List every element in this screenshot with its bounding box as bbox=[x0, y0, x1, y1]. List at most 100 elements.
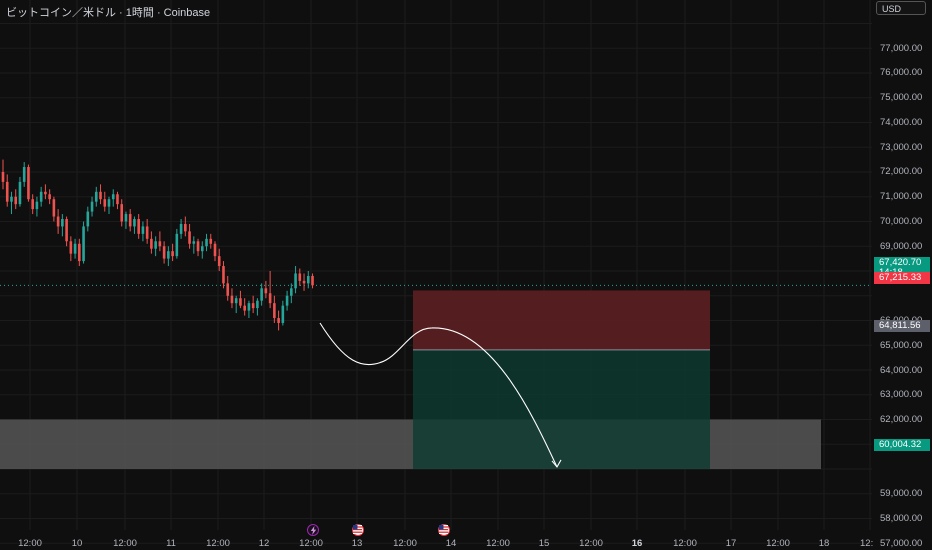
price-tick-label: 57,000.00 bbox=[880, 537, 923, 549]
candle-body bbox=[213, 243, 217, 257]
price-tick-label: 73,000.00 bbox=[880, 141, 923, 153]
candle-body bbox=[107, 199, 111, 207]
candle-body bbox=[264, 288, 268, 294]
candle-body bbox=[162, 246, 166, 259]
candle-body bbox=[234, 298, 238, 304]
take-profit-zone bbox=[413, 349, 710, 469]
price-tick-label: 76,000.00 bbox=[880, 67, 923, 79]
candle-body bbox=[222, 266, 225, 284]
candle-body bbox=[298, 273, 302, 281]
time-tick-label: 11 bbox=[166, 538, 176, 549]
candle-body bbox=[175, 233, 179, 257]
price-tick-label: 62,000.00 bbox=[880, 414, 923, 426]
candle-body bbox=[226, 283, 230, 296]
currency-selector[interactable]: USD bbox=[876, 1, 926, 15]
candle-body bbox=[1, 171, 5, 182]
time-tick-label: 15 bbox=[538, 538, 550, 549]
candle-body bbox=[260, 288, 263, 301]
candle-body bbox=[285, 295, 289, 306]
time-tick-label: 12:00 bbox=[673, 538, 697, 549]
time-tick-label: 12:00 bbox=[18, 538, 42, 549]
time-tick-label: 16 bbox=[631, 538, 643, 549]
time-tick-label: 13 bbox=[351, 538, 363, 549]
candle-body bbox=[158, 241, 162, 247]
lightning-icon[interactable] bbox=[307, 524, 319, 536]
price-tick-label: 74,000.00 bbox=[880, 116, 923, 128]
candle-body bbox=[18, 181, 22, 205]
candle-body bbox=[78, 243, 81, 262]
candle-body bbox=[141, 226, 145, 234]
candle-body bbox=[133, 219, 136, 227]
candle-body bbox=[31, 199, 34, 210]
candle-body bbox=[116, 194, 119, 205]
candle-body bbox=[171, 251, 174, 257]
last-price-value: 67,420.70 bbox=[879, 257, 922, 268]
time-tick-label: 12:00 bbox=[766, 538, 790, 549]
candle-body bbox=[167, 251, 170, 259]
candle-body bbox=[61, 219, 64, 227]
candle-body bbox=[69, 241, 73, 254]
candle-body bbox=[251, 303, 255, 309]
candle-body bbox=[268, 293, 272, 304]
candle-body bbox=[90, 201, 94, 212]
price-tick-label: 64,000.00 bbox=[880, 364, 923, 376]
price-tick-label: 59,000.00 bbox=[880, 488, 923, 500]
candle-body bbox=[294, 273, 297, 289]
candle-body bbox=[179, 223, 183, 234]
candle-body bbox=[154, 241, 157, 249]
stop-loss-zone bbox=[413, 290, 710, 350]
projection-arrowhead bbox=[551, 459, 562, 468]
price-tick-label: 75,000.00 bbox=[880, 92, 923, 104]
candle-body bbox=[239, 298, 242, 306]
candle-body bbox=[256, 300, 259, 309]
candle-body bbox=[44, 191, 47, 195]
time-tick-label: 12:00 bbox=[206, 538, 230, 549]
candle-body bbox=[5, 181, 9, 202]
candle-body bbox=[230, 295, 234, 304]
candle-body bbox=[243, 305, 246, 311]
price-tick-label: 58,000.00 bbox=[880, 513, 923, 525]
time-tick-label: 12:00 bbox=[393, 538, 417, 549]
symbol-title[interactable]: ビットコイン／米ドル · 1時間 · Coinbase bbox=[6, 7, 211, 19]
us-flag-icon[interactable] bbox=[438, 524, 450, 536]
candle-body bbox=[124, 214, 128, 222]
price-tick-label: 69,000.00 bbox=[880, 240, 923, 252]
candle-body bbox=[86, 211, 90, 227]
price-tick-label: 70,000.00 bbox=[880, 215, 923, 227]
time-tick-label: 18 bbox=[818, 538, 830, 549]
time-tick-label: 12: bbox=[860, 538, 874, 549]
us-flag-icon[interactable] bbox=[352, 524, 364, 536]
candle-body bbox=[56, 216, 60, 227]
candle-body bbox=[196, 241, 200, 252]
candle-body bbox=[281, 305, 285, 323]
candle-body bbox=[14, 196, 18, 205]
candle-body bbox=[94, 191, 98, 202]
candle-body bbox=[35, 201, 39, 210]
candle-body bbox=[200, 246, 204, 252]
candle-body bbox=[137, 219, 140, 234]
price-tick-label: 72,000.00 bbox=[880, 166, 923, 178]
candle-body bbox=[184, 223, 187, 232]
time-tick-label: 12:00 bbox=[486, 538, 510, 549]
candle-body bbox=[27, 167, 30, 200]
price-tick-label: 63,000.00 bbox=[880, 389, 923, 401]
candle-body bbox=[192, 241, 196, 244]
candle-body bbox=[302, 280, 306, 284]
projection-path bbox=[319, 322, 558, 468]
candle-body bbox=[277, 318, 280, 323]
candle-body bbox=[145, 226, 149, 239]
candle-body bbox=[48, 194, 51, 200]
candle-body bbox=[22, 167, 26, 182]
candle-body bbox=[188, 231, 191, 244]
candle-body bbox=[217, 256, 221, 267]
candle-body bbox=[205, 238, 208, 247]
candle-body bbox=[10, 196, 13, 202]
candle-body bbox=[120, 204, 124, 222]
time-tick-label: 17 bbox=[725, 538, 737, 549]
time-tick-label: 14 bbox=[445, 538, 457, 549]
entry-price-label: 64,811.56 bbox=[874, 320, 930, 332]
candle-body bbox=[247, 303, 251, 311]
price-tick-label: 71,000.00 bbox=[880, 191, 923, 203]
